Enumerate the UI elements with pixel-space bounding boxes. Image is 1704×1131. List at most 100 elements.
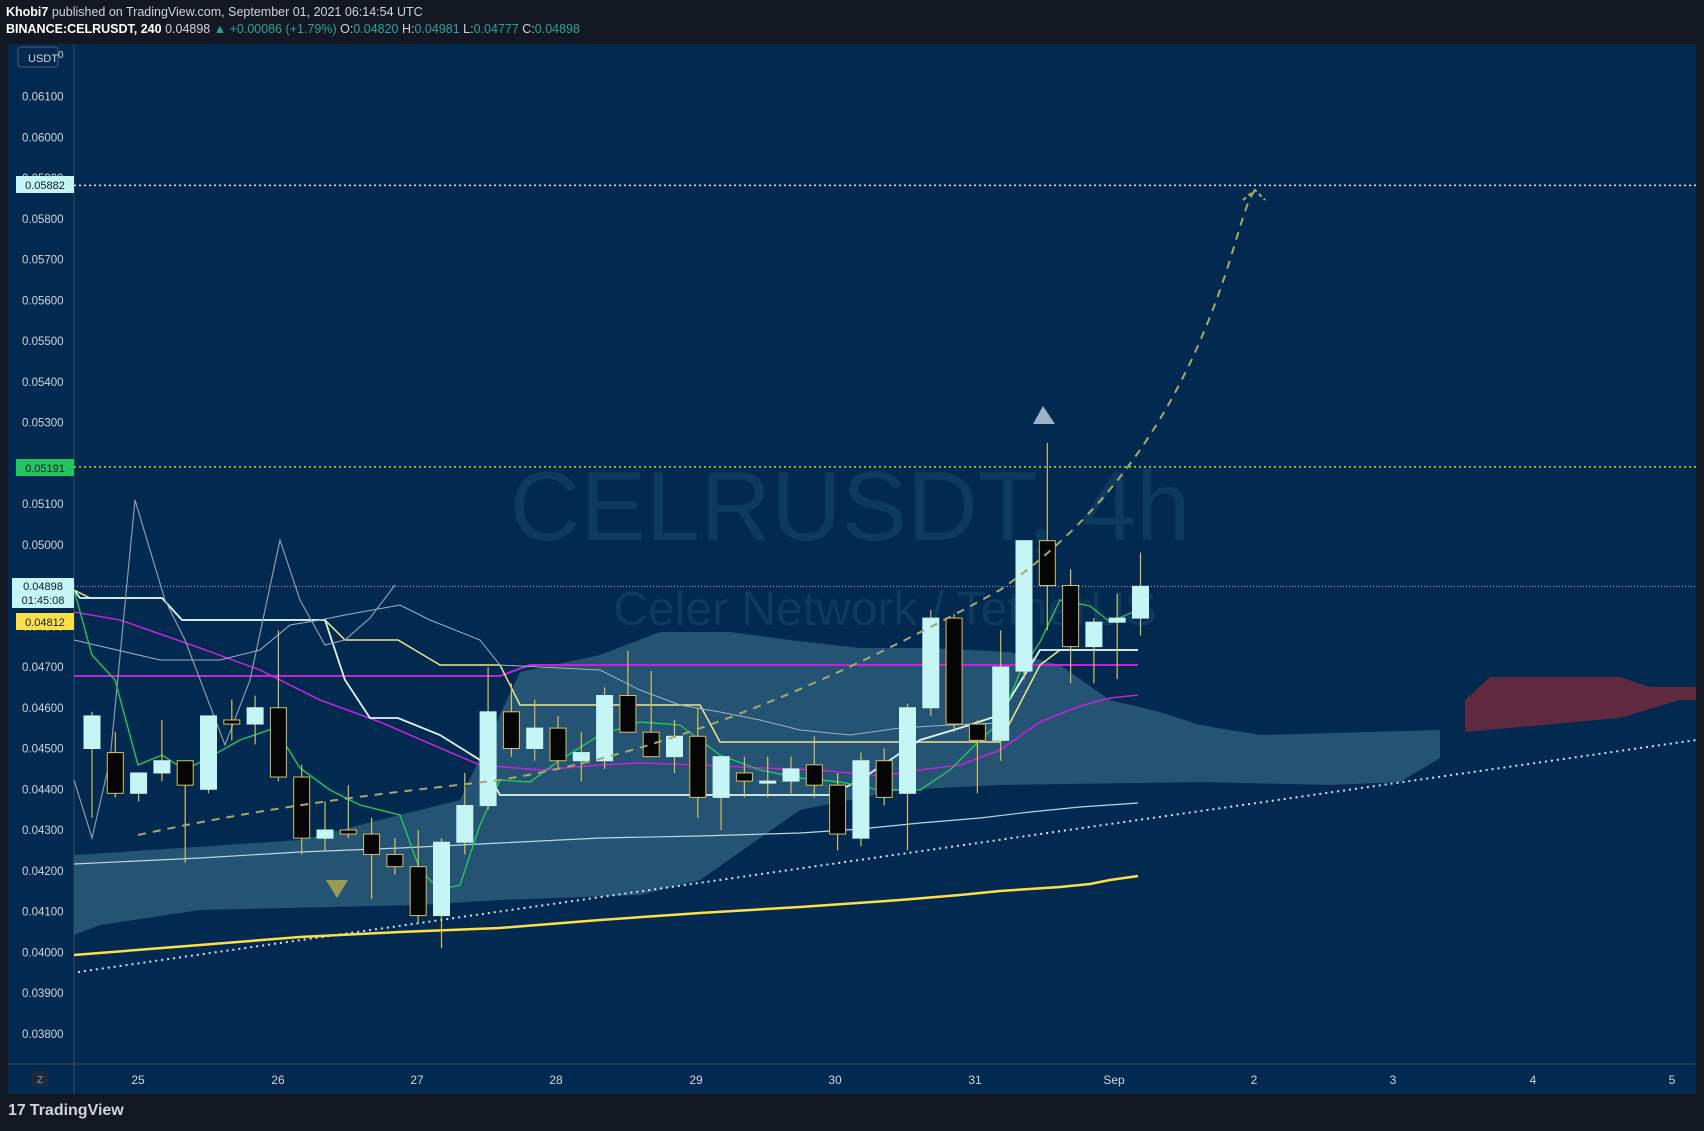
future-cloud-red [1465, 677, 1696, 732]
tradingview-logo[interactable]: 17 TradingView [8, 1102, 124, 1120]
low-value: 0.04777 [473, 22, 519, 36]
candle-body[interactable] [246, 707, 264, 725]
candle-body[interactable] [130, 772, 148, 794]
unit-label: USDT [28, 53, 58, 65]
candle-body[interactable] [992, 666, 1010, 741]
close-label: C: [522, 22, 535, 36]
candle-body[interactable] [945, 617, 963, 725]
time-axis[interactable] [8, 1064, 1696, 1094]
candle-body[interactable] [456, 805, 474, 843]
candle-body[interactable] [805, 764, 823, 786]
candle-body[interactable] [1085, 621, 1103, 648]
candle-body[interactable] [316, 829, 334, 839]
candle-body[interactable] [293, 776, 311, 839]
candle-body[interactable] [829, 784, 847, 835]
candle-body[interactable] [782, 768, 800, 782]
candle-body[interactable] [502, 711, 520, 750]
brand-name: TradingView [29, 1102, 124, 1119]
candle-body[interactable] [968, 723, 986, 741]
watermark-title: CELRUSDT, 4h [510, 451, 1191, 561]
candle-body[interactable] [176, 760, 194, 786]
unit-box[interactable] [17, 46, 59, 68]
author-name[interactable]: Khobi7 [6, 5, 49, 19]
time-tick-label: 4 [1530, 1073, 1537, 1087]
base-white-line [73, 589, 1138, 796]
candle-body[interactable] [526, 727, 544, 749]
last-price: 0.04898 [165, 22, 211, 36]
price-tick-label: 0.04000 [22, 947, 64, 959]
candle-body[interactable] [875, 760, 893, 798]
time-tick-label: 30 [828, 1073, 842, 1087]
price-tick-label: 0.05600 [22, 295, 64, 307]
projection-path [137, 189, 1256, 836]
candle-body[interactable] [153, 760, 171, 774]
candle-body[interactable] [1108, 617, 1126, 623]
candle-body[interactable] [363, 833, 381, 855]
candle-body[interactable] [735, 772, 753, 782]
time-tick-label: 5 [1669, 1073, 1676, 1087]
price-tick-label: 0.05000 [22, 540, 64, 552]
candle-body[interactable] [223, 719, 241, 725]
candle-body[interactable] [759, 780, 777, 784]
candle-body[interactable] [689, 735, 707, 798]
bar-countdown: 01:45:08 [22, 595, 65, 607]
time-tick-label: 25 [131, 1073, 145, 1087]
time-tick-label: 26 [271, 1073, 285, 1087]
candle-body[interactable] [1015, 540, 1033, 672]
price-tick-label: 0.03800 [22, 1029, 64, 1041]
candle-body[interactable] [1062, 585, 1080, 648]
time-tick-label: 31 [968, 1073, 982, 1087]
ohlc-legend: BINANCE:CELRUSDT, 240 0.04898 ▲ +0.00086… [6, 22, 580, 36]
change-value: ▲ +0.00086 (+1.79%) [213, 22, 337, 36]
scale-mode-label: Z [37, 1075, 43, 1086]
candle-body[interactable] [1038, 540, 1056, 586]
candle-body[interactable] [619, 695, 637, 733]
time-tick-label: 29 [689, 1073, 703, 1087]
support-trendline [77, 739, 1697, 973]
price-tick-label: 0.05800 [22, 214, 64, 226]
candle-body[interactable] [269, 707, 287, 778]
candle-body[interactable] [200, 715, 217, 790]
price-tick-label: 0.04100 [22, 907, 64, 919]
publish-info: Khobi7 published on TradingView.com, Sep… [6, 5, 423, 19]
candle-body[interactable] [106, 752, 124, 794]
candle-body[interactable] [642, 731, 660, 758]
kijun-flat-line [74, 664, 1138, 677]
time-tick-label: 28 [549, 1073, 563, 1087]
candle-body[interactable] [549, 727, 567, 762]
price-axis[interactable] [8, 44, 74, 1064]
resistance-price-badge [16, 459, 74, 476]
candle-body[interactable] [83, 715, 101, 750]
candle-body[interactable] [479, 711, 497, 807]
time-tick-label: 27 [410, 1073, 424, 1087]
candle-body[interactable] [1132, 585, 1149, 619]
price-tick-label: 0.05300 [22, 418, 64, 430]
projection-arrowhead [1242, 188, 1266, 201]
close-value: 0.04898 [534, 22, 580, 36]
candle-body[interactable] [386, 853, 404, 868]
candle-body[interactable] [922, 617, 940, 709]
price-tick-label: 0.05100 [22, 499, 64, 511]
time-tick-label: 3 [1390, 1073, 1397, 1087]
medium-ma-line [73, 802, 1139, 865]
scale-mode-button[interactable] [32, 1071, 48, 1087]
candle-body[interactable] [852, 760, 870, 839]
time-tick-label: 2 [1251, 1073, 1258, 1087]
price-tick-label: 0.04200 [22, 866, 64, 878]
price-tick-label: 0.05400 [22, 377, 64, 389]
last-price-text: 0.04898 [23, 581, 63, 593]
candle-body[interactable] [899, 707, 916, 794]
candle-body[interactable] [433, 841, 450, 917]
lagging-span-line [73, 499, 396, 841]
candle-body[interactable] [596, 695, 614, 762]
price-tick-label: 0.04700 [22, 662, 64, 674]
candle-body[interactable] [409, 866, 427, 917]
candle-body[interactable] [339, 829, 357, 835]
candle-body[interactable] [572, 752, 590, 762]
time-tick-label: Sep [1103, 1073, 1125, 1087]
magenta-ma-line [73, 611, 1139, 777]
symbol-label[interactable]: BINANCE:CELRUSDT, 240 [6, 22, 162, 36]
candle-body[interactable] [712, 756, 730, 798]
open-value: 0.04820 [353, 22, 399, 36]
